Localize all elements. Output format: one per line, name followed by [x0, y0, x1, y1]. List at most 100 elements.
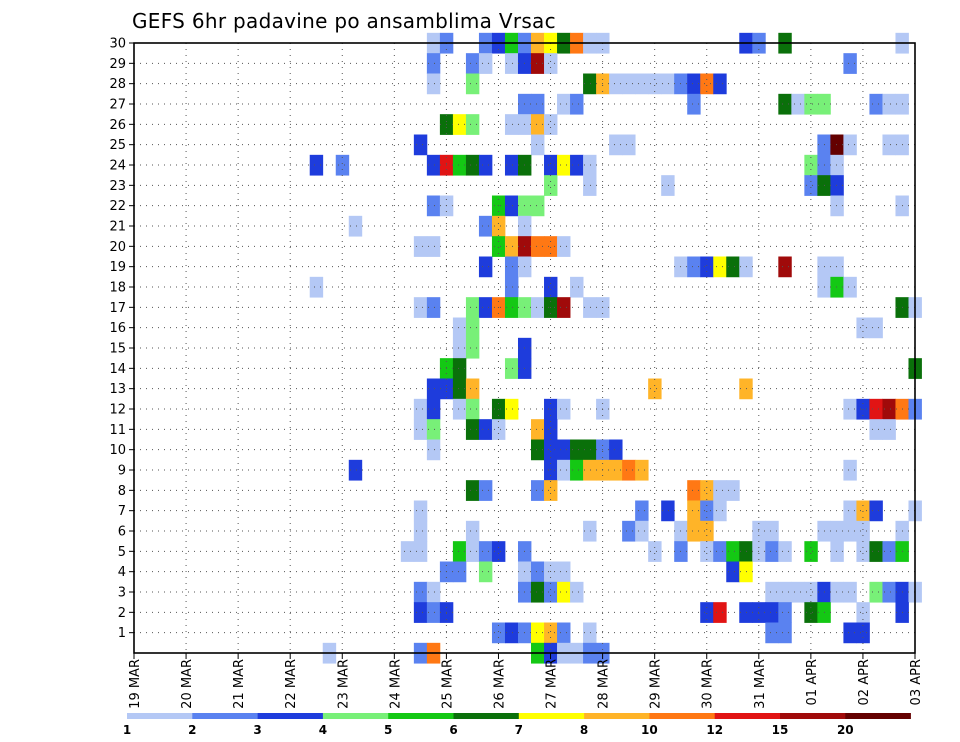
- heatmap-cell: [869, 398, 883, 420]
- heatmap-cell: [413, 541, 428, 562]
- heatmap-cell: [413, 419, 428, 440]
- heatmap-cell: [413, 602, 428, 623]
- heatmap-cell: [713, 602, 727, 623]
- heatmap-cell: [687, 500, 701, 522]
- heatmap-cell: [426, 378, 441, 400]
- x-tick-label: 24 MAR: [388, 659, 403, 709]
- heatmap-cell: [557, 459, 571, 481]
- x-tick-label: 27 MAR: [545, 659, 560, 709]
- x-tick-label: 19 MAR: [128, 659, 143, 709]
- heatmap-cell: [557, 581, 571, 603]
- x-tick-label: 30 MAR: [701, 659, 716, 709]
- y-tick-label: 18: [109, 281, 126, 296]
- heatmap-cell: [713, 500, 727, 522]
- heatmap-cell: [661, 73, 675, 95]
- heatmap-cell: [504, 256, 519, 278]
- heatmap-cell: [700, 602, 714, 623]
- heatmap-cell: [478, 561, 493, 583]
- heatmap-cell: [804, 541, 818, 562]
- legend-swatch: [453, 713, 520, 719]
- y-tick-label: 16: [109, 321, 126, 336]
- heatmap-cell: [869, 317, 883, 339]
- heatmap-cell: [778, 581, 792, 603]
- heatmap-cell: [531, 93, 545, 115]
- heatmap-cell: [622, 520, 636, 542]
- y-tick-label: 21: [109, 220, 126, 235]
- heatmap-cell: [609, 459, 623, 481]
- heatmap-cell: [452, 541, 467, 562]
- heatmap-cell: [413, 500, 428, 522]
- heatmap-cell: [400, 541, 415, 562]
- x-tick-label: 21 MAR: [232, 659, 247, 709]
- heatmap-cell: [465, 398, 480, 420]
- heatmap-cell: [765, 581, 779, 603]
- heatmap-cell: [478, 256, 493, 278]
- legend-swatch: [322, 713, 389, 719]
- y-tick-label: 26: [109, 118, 126, 133]
- heatmap-cell: [700, 541, 714, 562]
- y-tick-label: 1: [118, 626, 126, 641]
- heatmap-cell: [648, 73, 662, 95]
- x-tick-label: 02 APR: [857, 659, 872, 705]
- legend-label: 5: [384, 723, 392, 737]
- heatmap-cell: [843, 520, 857, 542]
- y-tick-label: 29: [109, 57, 126, 72]
- x-tick-label: 01 APR: [805, 659, 820, 705]
- heatmap-cell: [557, 561, 571, 583]
- heatmap-cell: [778, 93, 792, 115]
- heatmap-cell: [713, 480, 727, 501]
- heatmap-cell: [426, 398, 441, 420]
- heatmap-cell: [557, 622, 571, 644]
- heatmap-cell: [830, 541, 844, 562]
- heatmap-cell: [491, 419, 506, 440]
- heatmap-cell: [882, 581, 896, 603]
- heatmap-cell: [504, 622, 519, 644]
- heatmap-cell: [531, 419, 545, 440]
- heatmap-cell: [583, 297, 597, 318]
- heatmap-cell: [856, 317, 870, 339]
- heatmap-cell: [465, 317, 480, 339]
- heatmap-cell: [791, 581, 805, 603]
- heatmap-cell: [739, 256, 753, 278]
- heatmap-cell: [856, 622, 870, 644]
- heatmap-cell: [557, 439, 571, 461]
- heatmap-cell: [504, 195, 519, 217]
- heatmap-cell: [478, 419, 493, 440]
- heatmap-cell: [687, 480, 701, 501]
- heatmap-cell: [882, 541, 896, 562]
- heatmap-cell: [609, 73, 623, 95]
- heatmap-cell: [830, 256, 844, 278]
- heatmap-cell: [856, 520, 870, 542]
- heatmap-cell: [413, 520, 428, 542]
- heatmap-cell: [570, 276, 584, 298]
- heatmap-cell: [452, 398, 467, 420]
- legend-swatch: [845, 713, 911, 719]
- heatmap-cell: [830, 195, 844, 217]
- heatmap-cell: [413, 297, 428, 318]
- heatmap-cell: [544, 459, 558, 481]
- heatmap-cell: [478, 297, 493, 318]
- legend-label: 4: [319, 723, 327, 737]
- x-axis-labels: 19 MAR 20 MAR 21 MAR 22 MAR 23 MAR 24 MAR 25 M…: [128, 659, 924, 709]
- heatmap-cell: [544, 480, 558, 501]
- heatmap-cell: [609, 134, 623, 156]
- heatmap-cell: [856, 602, 870, 623]
- heatmap-cell: [726, 541, 740, 562]
- heatmap-cell: [843, 53, 857, 74]
- heatmap-cell: [700, 256, 714, 278]
- y-tick-label: 12: [109, 403, 126, 418]
- heatmap-cell: [700, 500, 714, 522]
- heatmap-cell: [491, 622, 506, 644]
- heatmap-cell: [544, 276, 558, 298]
- heatmap-cell: [687, 520, 701, 542]
- heatmap-cell: [570, 439, 584, 461]
- heatmap-cell: [765, 541, 779, 562]
- heatmap-cell: [661, 500, 675, 522]
- heatmap-cell: [309, 276, 324, 298]
- y-tick-label: 5: [118, 545, 126, 560]
- y-axis-labels: 1234567891011121314151617181920212223242…: [109, 37, 126, 642]
- heatmap-cell: [765, 602, 779, 623]
- heatmap-cell: [570, 459, 584, 481]
- heatmap-cell: [504, 53, 519, 74]
